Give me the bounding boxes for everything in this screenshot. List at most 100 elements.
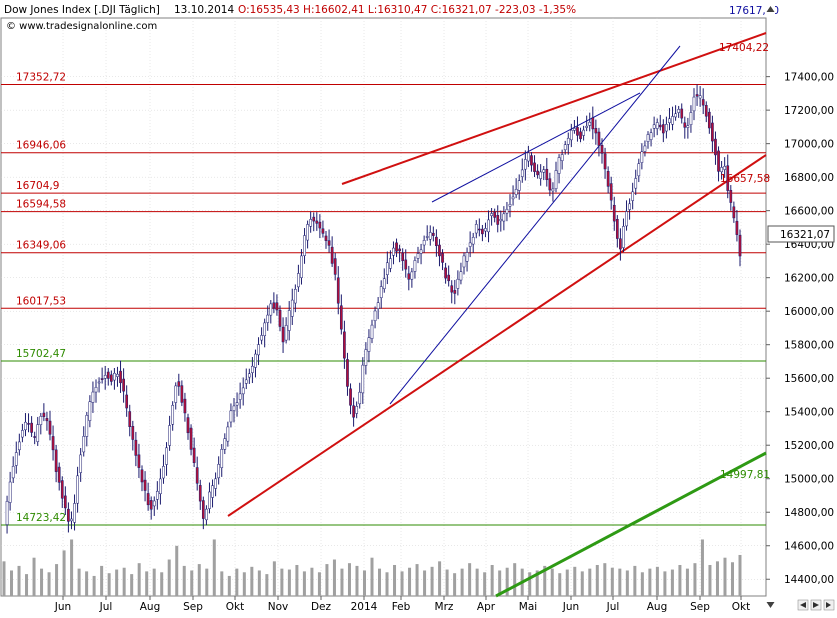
y-tick-label: 15000,00 bbox=[784, 474, 834, 486]
candle-body bbox=[422, 240, 426, 246]
volume-bar bbox=[287, 569, 291, 596]
volume-bar bbox=[332, 559, 336, 596]
x-tick-label: Dez bbox=[311, 601, 332, 613]
candle-body bbox=[238, 393, 242, 400]
candle-body bbox=[444, 267, 447, 279]
candle-body bbox=[306, 224, 309, 241]
candle-body bbox=[419, 249, 423, 254]
candle-body bbox=[591, 117, 595, 130]
candle-body bbox=[217, 464, 221, 479]
candle-body bbox=[649, 132, 653, 140]
candle-body bbox=[352, 405, 355, 418]
volume-bar bbox=[543, 565, 547, 596]
candle-body bbox=[195, 467, 199, 484]
candle-body bbox=[171, 405, 175, 425]
candle-body bbox=[505, 208, 509, 214]
candle-body bbox=[346, 359, 349, 387]
candle-body bbox=[628, 203, 631, 210]
candle-body bbox=[701, 99, 705, 106]
candle-body bbox=[367, 337, 371, 352]
candle-body bbox=[619, 238, 622, 250]
candle-body bbox=[155, 491, 159, 500]
candle-body bbox=[33, 436, 37, 438]
volume-bar bbox=[310, 567, 314, 596]
volume-bar bbox=[10, 570, 14, 596]
volume-layer bbox=[2, 539, 742, 596]
lower-trend-value-label: 16657,58 bbox=[720, 173, 770, 185]
volume-bar bbox=[490, 564, 494, 596]
candle-body bbox=[560, 154, 564, 161]
candle-body bbox=[661, 124, 665, 134]
axis-layer: 17400,00 17200,00 17000,00 16800,00 16600,00… bbox=[54, 72, 834, 613]
candle-body bbox=[646, 134, 650, 142]
volume-bar bbox=[415, 564, 419, 596]
candle-body bbox=[474, 224, 478, 234]
volume-bar bbox=[708, 564, 712, 596]
y-tick-label: 16200,00 bbox=[784, 273, 834, 285]
volume-bar bbox=[130, 574, 134, 596]
candle-body bbox=[585, 125, 589, 128]
candle-body bbox=[174, 385, 178, 403]
volume-bar bbox=[565, 569, 569, 596]
y-tick-label: 17200,00 bbox=[784, 105, 834, 117]
volume-bar bbox=[670, 569, 674, 596]
scroll-up-icon[interactable] bbox=[766, 6, 775, 12]
candle-body bbox=[643, 145, 647, 152]
candle-body bbox=[609, 183, 613, 201]
volume-bar bbox=[640, 572, 644, 596]
y-tick-label: 15600,00 bbox=[784, 373, 834, 385]
candle-body bbox=[281, 326, 285, 343]
volume-bar bbox=[100, 565, 104, 596]
candle-body bbox=[241, 387, 245, 395]
candle-body bbox=[8, 481, 12, 503]
volume-bar bbox=[182, 565, 186, 596]
candle-body bbox=[14, 452, 18, 466]
scroll-down-icon[interactable] bbox=[766, 602, 775, 608]
scroll-up-button[interactable] bbox=[766, 3, 775, 14]
nav-right-icon[interactable] bbox=[813, 602, 819, 608]
candle-body bbox=[201, 500, 205, 519]
header-date: 13.10.2014 bbox=[174, 4, 234, 16]
candle-body bbox=[70, 518, 73, 522]
candle-body bbox=[603, 153, 607, 170]
volume-bar bbox=[385, 572, 389, 596]
candle-body bbox=[462, 255, 466, 268]
volume-bar bbox=[362, 570, 366, 596]
x-tick-label: Apr bbox=[477, 601, 496, 613]
volume-bar bbox=[685, 568, 689, 596]
last-price-label: 16321,07 bbox=[780, 229, 830, 241]
nav-left-icon[interactable] bbox=[800, 602, 806, 608]
candle-body bbox=[539, 171, 543, 179]
candle-body bbox=[496, 215, 500, 225]
green-trend-value-label: 14997,81 bbox=[720, 469, 770, 481]
candle-body bbox=[180, 385, 184, 403]
scroll-down-button[interactable] bbox=[766, 599, 775, 610]
chart-nav-buttons[interactable] bbox=[797, 599, 835, 611]
candle-body bbox=[692, 96, 696, 112]
candle-body bbox=[459, 271, 463, 281]
candle-body bbox=[165, 447, 168, 465]
candle-body bbox=[287, 310, 291, 331]
volume-bar bbox=[400, 571, 404, 596]
volume-bar bbox=[347, 563, 351, 596]
volume-bar bbox=[85, 571, 89, 596]
volume-bar bbox=[355, 565, 359, 596]
volume-bar bbox=[32, 557, 36, 596]
candle-body bbox=[122, 378, 125, 392]
candle-body bbox=[471, 237, 475, 245]
candle-body bbox=[431, 232, 435, 236]
volume-bar bbox=[242, 572, 246, 596]
candle-body bbox=[652, 124, 656, 129]
candle-body bbox=[205, 508, 208, 521]
candle-body bbox=[57, 466, 61, 483]
candle-body bbox=[140, 469, 144, 483]
candle-body bbox=[327, 240, 331, 246]
nav-end-icon[interactable] bbox=[826, 602, 831, 608]
y-tick-label: 15400,00 bbox=[784, 407, 834, 419]
candle-body bbox=[36, 424, 40, 442]
candle-body bbox=[569, 129, 573, 141]
candle-body bbox=[42, 412, 46, 417]
volume-bar bbox=[92, 575, 96, 596]
candle-body bbox=[315, 220, 319, 224]
